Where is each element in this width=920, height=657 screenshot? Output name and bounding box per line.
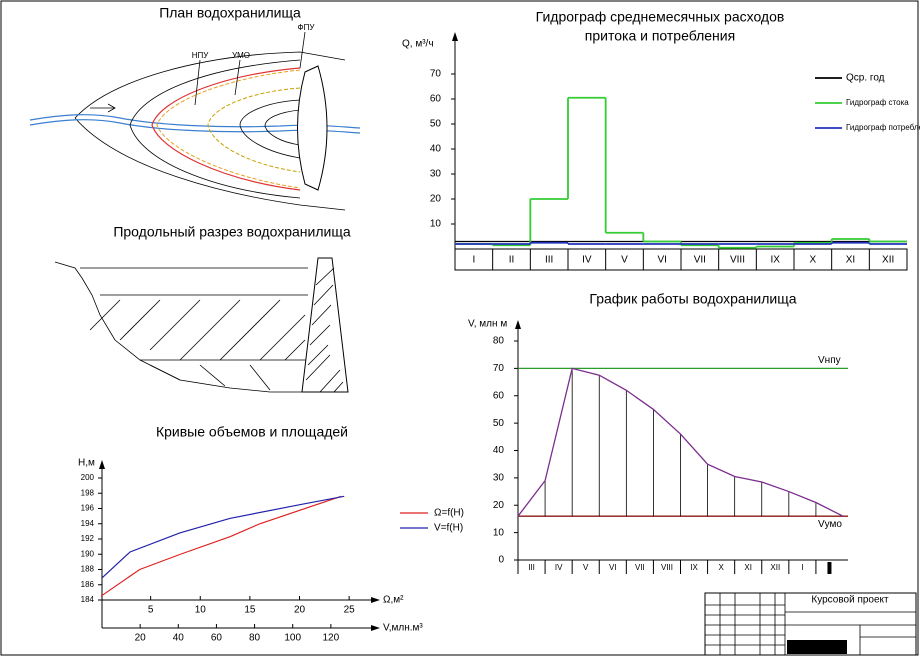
legend-label: Гидрограф потребления — [846, 123, 920, 132]
axis-arrow — [515, 320, 521, 329]
x-axis-label: V,млн.м³ — [383, 623, 423, 634]
x-tick-label: IV — [582, 255, 592, 266]
x-tick-label: 80 — [249, 633, 261, 644]
level-label: Vнпу — [818, 355, 841, 366]
x-tick-label: VII — [694, 255, 706, 266]
legend-label: Ω=f(H) — [434, 508, 464, 519]
axis-arrow — [99, 460, 105, 469]
title-block — [704, 592, 917, 656]
x-tick-label: X — [809, 255, 816, 266]
y-tick-label: 10 — [493, 527, 505, 538]
section-drawing — [54, 257, 349, 393]
legend-label: Qср. год — [846, 73, 885, 84]
y-tick-label: 190 — [81, 549, 95, 558]
y-tick-label: 0 — [498, 555, 504, 566]
x-tick-label: 120 — [323, 633, 340, 644]
y-tick-label: 20 — [493, 500, 505, 511]
axis-arrow — [452, 32, 458, 41]
x-tick-label: XI — [846, 255, 855, 266]
y-axis-label: V, млн м — [468, 319, 507, 330]
axis-arrow — [371, 625, 380, 631]
chart-title: График работы водохранилища — [589, 291, 796, 307]
x-tick-label: XII — [770, 563, 780, 572]
section-title: Продольный разрез водохранилища — [113, 224, 351, 240]
y-tick-label: 20 — [430, 194, 442, 205]
x-tick-label: I — [801, 563, 803, 572]
x-tick-label: XII — [882, 255, 894, 266]
y-tick-label: 80 — [493, 336, 505, 347]
x2-tick-label: 20 — [294, 605, 306, 616]
x2-tick-label: 25 — [344, 605, 356, 616]
plan-label: ФПУ — [298, 23, 316, 32]
x-tick-label: II — [509, 255, 515, 266]
plan-label: НПУ — [192, 51, 210, 60]
y-axis-label: H,м — [78, 458, 95, 469]
x-tick-label: I — [472, 255, 475, 266]
x-tick-label: 40 — [173, 633, 185, 644]
chart-title: Кривые объемов и площадей — [156, 424, 348, 440]
x-tick-label: 20 — [135, 633, 147, 644]
y-tick-label: 30 — [493, 473, 505, 484]
y-tick-label: 30 — [430, 169, 442, 180]
curve — [101, 495, 345, 579]
curve — [100, 495, 342, 597]
x-tick-label: X — [718, 563, 724, 572]
y-tick-label: 194 — [81, 519, 95, 528]
y-tick-label: 184 — [81, 595, 95, 604]
legend-label: Гидрограф стока — [846, 98, 909, 107]
legend-label: V=f(H) — [434, 523, 463, 534]
y-tick-label: 60 — [493, 390, 505, 401]
chart-title: притока и потребления — [585, 28, 735, 44]
x-tick-label: 100 — [284, 633, 301, 644]
y-tick-label: 196 — [81, 504, 95, 513]
x-tick-label: VIII — [730, 255, 745, 266]
x-tick-label: IX — [690, 563, 698, 572]
x-tick-label: XI — [744, 563, 752, 572]
month-marker — [827, 562, 832, 574]
axis-arrow — [371, 597, 380, 603]
chart-title: Гидрограф среднемесячных расходов — [536, 9, 785, 25]
stamp-title: Курсовой проект — [811, 595, 889, 606]
x-tick-label: IV — [555, 563, 563, 572]
y-tick-label: 192 — [81, 534, 95, 543]
y-tick-label: 198 — [81, 488, 95, 497]
y-tick-label: 50 — [493, 418, 505, 429]
y-axis-label: Q, м³/ч — [402, 39, 434, 50]
x-tick-label: VIII — [661, 563, 673, 572]
x-tick-label: 60 — [211, 633, 223, 644]
plan-label: УМО — [232, 51, 250, 60]
x-tick-label: VII — [635, 563, 645, 572]
y-tick-label: 186 — [81, 580, 95, 589]
x2-axis-label: Ω,м² — [383, 595, 404, 606]
x-tick-label: VI — [657, 255, 666, 266]
y-tick-label: 40 — [493, 445, 505, 456]
x2-tick-label: 15 — [244, 605, 256, 616]
y-tick-label: 60 — [430, 94, 442, 105]
x-tick-label: IX — [770, 255, 780, 266]
x-tick-label: III — [528, 563, 535, 572]
y-tick-label: 40 — [430, 144, 442, 155]
plan-title: План водохранилища — [159, 5, 301, 21]
y-tick-label: 10 — [430, 219, 442, 230]
x-tick-label: V — [583, 563, 589, 572]
plan-drawing — [29, 31, 361, 211]
x-tick-label: V — [621, 255, 628, 266]
level-label: Vумо — [818, 519, 842, 530]
y-tick-label: 200 — [81, 473, 95, 482]
x-tick-label: VI — [609, 563, 617, 572]
x-tick-label: III — [545, 255, 553, 266]
y-tick-label: 70 — [493, 363, 505, 374]
volume-line — [517, 367, 844, 517]
y-tick-label: 50 — [430, 119, 442, 130]
x2-tick-label: 10 — [195, 605, 207, 616]
y-tick-label: 188 — [81, 565, 95, 574]
y-tick-label: 70 — [430, 69, 442, 80]
x2-tick-label: 5 — [148, 605, 154, 616]
